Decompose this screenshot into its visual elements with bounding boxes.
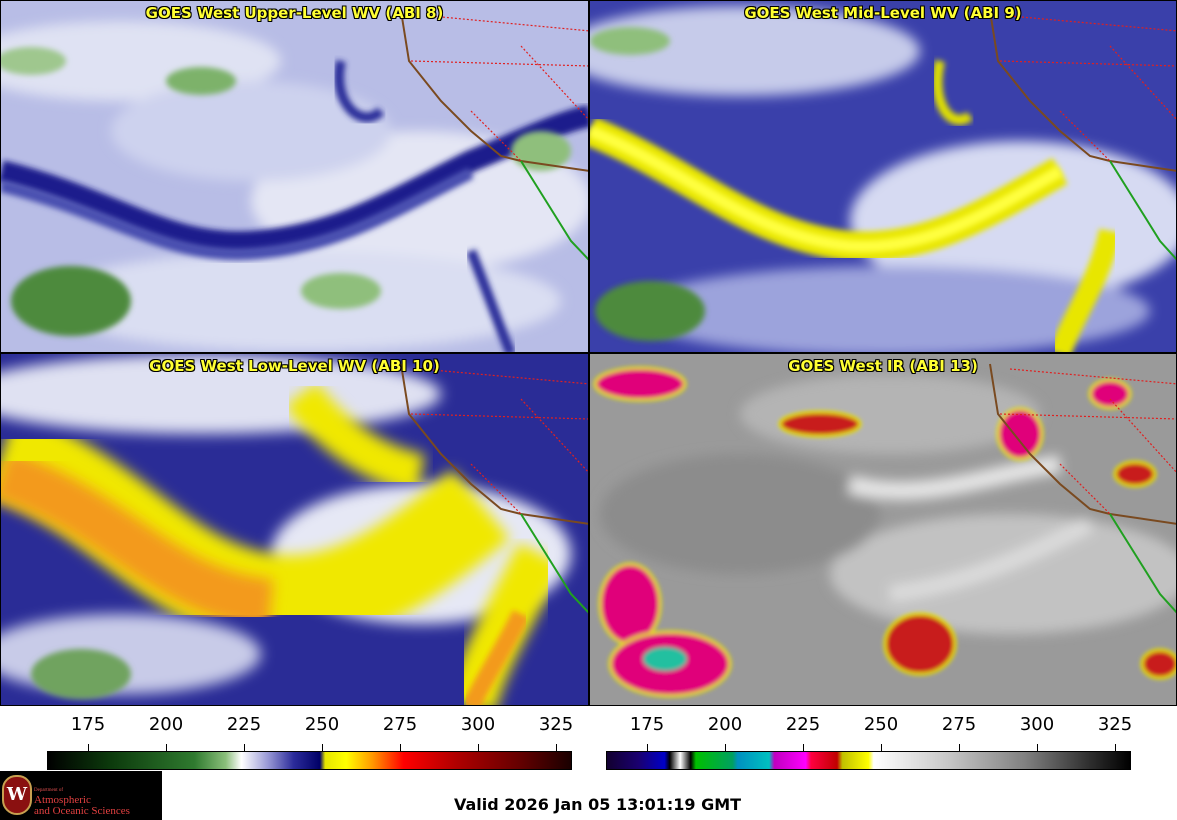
colorbar-tick-mark	[478, 744, 479, 751]
colorbar-tick-label: 225	[785, 714, 821, 735]
colorbar-tick-mark	[959, 744, 960, 751]
colorbar-tick-label: 275	[941, 714, 977, 735]
colorbar-tick-mark	[556, 744, 557, 751]
panel-low-level-wv: GOES West Low-Level WV (ABI 10)	[0, 353, 589, 706]
aos-logo: W Department of Atmospheric and Oceanic …	[0, 771, 162, 820]
colorbar-tick-mark	[400, 744, 401, 751]
colorbar-tick-mark	[803, 744, 804, 751]
colorbar-tick-label: 250	[304, 714, 340, 735]
colorbar-tick-label: 325	[1097, 714, 1133, 735]
colorbar-tick-label: 200	[707, 714, 743, 735]
panel-title: GOES West Mid-Level WV (ABI 9)	[744, 4, 1022, 22]
colorbar-tick-mark	[1037, 744, 1038, 751]
mid-level-wv-image	[590, 1, 1176, 352]
colorbar-tick-label: 250	[863, 714, 899, 735]
ir-colorbar: 175 200 225 250 275 300 325	[606, 714, 1133, 774]
panel-upper-level-wv: GOES West Upper-Level WV (ABI 8)	[0, 0, 589, 353]
panel-title: GOES West Low-Level WV (ABI 10)	[149, 357, 440, 375]
logo-dept: Department of	[34, 788, 64, 793]
panel-title: GOES West Upper-Level WV (ABI 8)	[145, 4, 444, 22]
colorbar-tick-mark	[88, 744, 89, 751]
upper-level-wv-image	[1, 1, 588, 352]
low-level-wv-image	[1, 354, 588, 705]
colorbar-tick-label: 175	[629, 714, 665, 735]
colorbar-tick-label: 200	[148, 714, 184, 735]
panel-ir: GOES West IR (ABI 13)	[589, 353, 1177, 706]
panel-mid-level-wv: GOES West Mid-Level WV (ABI 9)	[589, 0, 1177, 353]
logo-line1: Atmospheric	[34, 794, 91, 806]
colorbar-tick-mark	[166, 744, 167, 751]
colorbar-tick-mark	[881, 744, 882, 751]
ir-colorbar-gradient	[606, 751, 1131, 770]
colorbar-tick-mark	[647, 744, 648, 751]
panel-title: GOES West IR (ABI 13)	[788, 357, 978, 375]
logo-line2: and Oceanic Sciences	[34, 805, 130, 817]
wv-colorbar-gradient	[47, 751, 572, 770]
ir-colorbar-ticks: 175 200 225 250 275 300 325	[606, 714, 1133, 738]
valid-time: Valid 2026 Jan 05 13:01:19 GMT	[454, 795, 742, 814]
colorbar-tick-mark	[322, 744, 323, 751]
ir-image	[590, 354, 1176, 705]
wv-colorbar: 175 200 225 250 275 300 325	[47, 714, 574, 774]
colorbar-tick-label: 325	[538, 714, 574, 735]
uw-seal-icon: W	[2, 775, 32, 815]
colorbar-tick-label: 175	[70, 714, 106, 735]
colorbar-tick-label: 225	[226, 714, 262, 735]
colorbar-tick-label: 300	[1019, 714, 1055, 735]
colorbar-tick-mark	[725, 744, 726, 751]
wv-colorbar-ticks: 175 200 225 250 275 300 325	[47, 714, 574, 738]
colorbar-tick-label: 275	[382, 714, 418, 735]
colorbar-tick-mark	[244, 744, 245, 751]
colorbar-tick-mark	[1115, 744, 1116, 751]
colorbar-tick-label: 300	[460, 714, 496, 735]
